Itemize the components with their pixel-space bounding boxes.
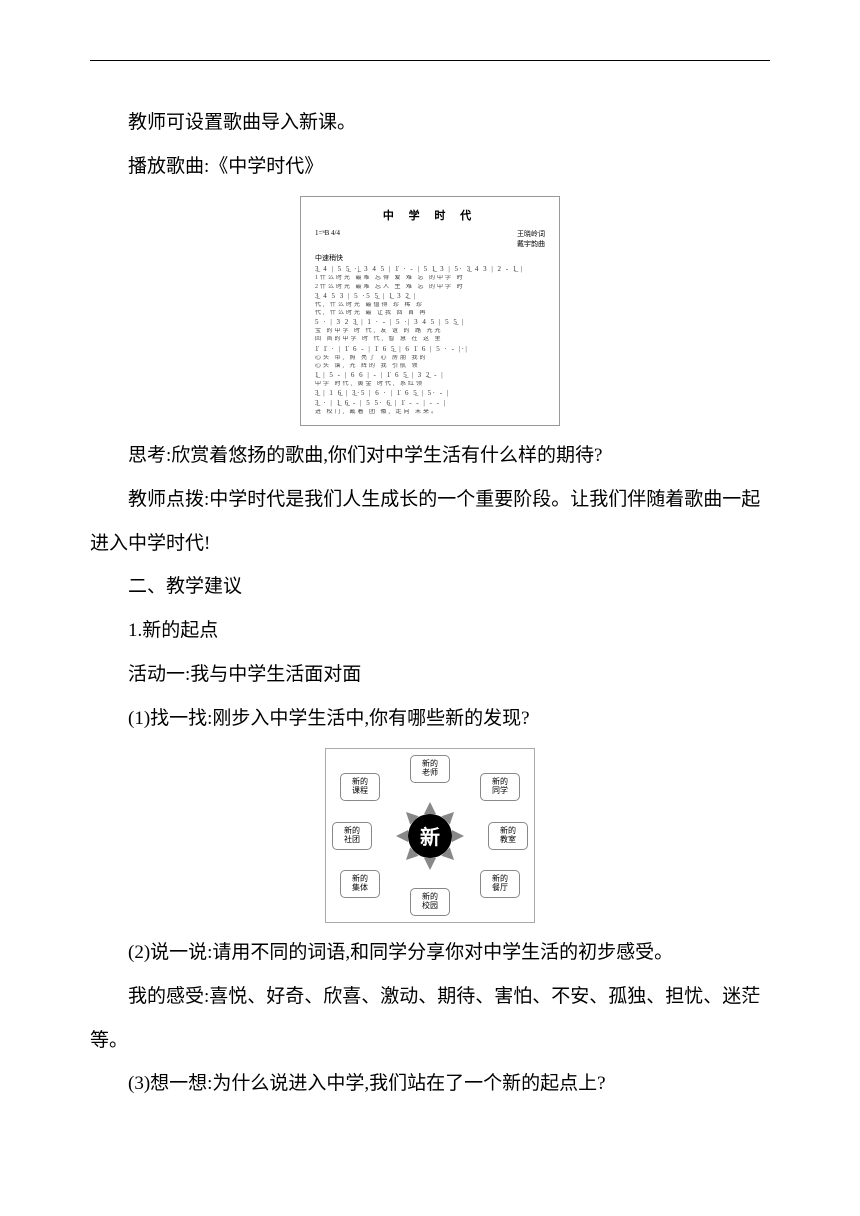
arrow-icon: [424, 802, 436, 814]
music-sheet-figure: 中 学 时 代 1=ᵇB 4/4 王晓岭词 戴宇韵曲 中速稍快 3̲ 4 | 5…: [90, 196, 770, 426]
music-lyric-line: 代, 什么时光 最 让我 回 首 再: [315, 310, 545, 316]
music-notation-line: 1̇ 1̇ · | 1̇ 6 - | 1̇ 6 5̲ | 6 1̇ 6 | 5 …: [315, 345, 545, 353]
top-divider: [90, 60, 770, 61]
diagram-petal-group: 新的集体: [340, 870, 380, 898]
music-lyric-line: 1什么时光 最难 忘得 爱 难 忘 的中学 时: [315, 275, 545, 281]
music-lyric-line: 宝 的中学 时 代, 友 谊 的 路 光光: [315, 328, 545, 334]
arrow-icon: [452, 830, 464, 842]
music-notation-line: 1̲ | 5 - | 6 6 | - | 1̇ 6 5̲ | 3 2̲ - |: [315, 371, 545, 379]
music-lyric-line: 代, 什么时光 最值得 珍 稀 珍: [315, 302, 545, 308]
music-notation-line: 3̲ 4 | 5 5̲ ·|̲ 3 4 5 | 1̇ · - | 5 1̲ 3 …: [315, 265, 545, 273]
music-title: 中 学 时 代: [315, 207, 545, 223]
diagram-petal-classmate: 新的同学: [480, 773, 520, 801]
music-lyric-line: 心头 谱, 光 辉的 我 引航 领: [315, 363, 545, 369]
diagram-petal-classroom: 新的教室: [488, 822, 528, 850]
music-lyricist: 王晓岭词: [517, 229, 545, 239]
music-key: 1=ᵇB 4/4: [315, 229, 340, 237]
diagram-figure: 新 新的老师 新的同学 新的教室 新的餐厅 新的校园 新的集体 新的社团 新的课…: [90, 748, 770, 923]
music-notation-line: 5 · | 3 2 3̲ | 1 · - | 5 ·| 3 4 5 | 5 5̲…: [315, 318, 545, 326]
activity-q2: (2)说一说:请用不同的词语,和同学分享你对中学生活的初步感受。: [90, 931, 770, 975]
diagram-petal-club: 新的社团: [332, 822, 372, 850]
activity-q3: (3)想一想:为什么说进入中学,我们站在了一个新的起点上?: [90, 1062, 770, 1106]
music-notation-line: 3̲ | 1 6̲ | 3̲·5 | 6 · | 1̇ 6 5̲ | 5· - …: [315, 389, 545, 397]
feelings-list: 我的感受:喜悦、好奇、欣喜、激动、期待、害怕、不安、孤独、担忧、迷茫等。: [90, 975, 770, 1062]
radial-diagram: 新 新的老师 新的同学 新的教室 新的餐厅 新的校园 新的集体 新的社团 新的课…: [325, 748, 535, 923]
music-notation-line: 3̲ · | 1̲ 6̲ - | 5 5· 6̲ | 1̇ - - | - - …: [315, 399, 545, 407]
music-lyric-line: 中学 时代, 黄金 时代, 系红领: [315, 381, 545, 387]
music-lyric-line: 进 校门, 戴着 团 徽, 走向 未来。: [315, 409, 545, 415]
music-lyric-line: 2什么时光 最难 忘人 生 难 忘 的中学 时: [315, 284, 545, 290]
music-lyric-line: 心头 带, 照 亮了 心 房朋 我的: [315, 355, 545, 361]
diagram-petal-canteen: 新的餐厅: [480, 870, 520, 898]
arrow-icon: [424, 858, 436, 870]
paragraph-intro-1: 教师可设置歌曲导入新课。: [90, 101, 770, 145]
activity-q1: (1)找一找:刚步入中学生活中,你有哪些新的发现?: [90, 697, 770, 741]
diagram-center-node: 新: [408, 814, 452, 858]
diagram-petal-course: 新的课程: [340, 773, 380, 801]
music-tempo: 中速稍快: [315, 253, 545, 263]
paragraph-reflection: 思考:欣赏着悠扬的歌曲,你们对中学生活有什么样的期待?: [90, 434, 770, 478]
music-sheet-box: 中 学 时 代 1=ᵇB 4/4 王晓岭词 戴宇韵曲 中速稍快 3̲ 4 | 5…: [300, 196, 560, 426]
paragraph-intro-2: 播放歌曲:《中学时代》: [90, 145, 770, 189]
arrow-icon: [396, 830, 408, 842]
paragraph-teacher-note: 教师点拨:中学时代是我们人生成长的一个重要阶段。让我们伴随着歌曲一起进入中学时代…: [90, 478, 770, 565]
music-notation-line: 3̲ 4 5 3 | 5 ·5 5̲ | 1̲ 3 2̲ |: [315, 292, 545, 300]
section-heading-2: 二、教学建议: [90, 565, 770, 609]
subsection-1: 1.新的起点: [90, 609, 770, 653]
diagram-petal-campus: 新的校园: [410, 888, 450, 916]
diagram-petal-teacher: 新的老师: [410, 755, 450, 783]
activity-title: 活动一:我与中学生活面对面: [90, 653, 770, 697]
music-meta: 1=ᵇB 4/4 王晓岭词 戴宇韵曲: [315, 229, 545, 249]
music-lyric-line: 回 首的中学 时 代, 智 慧 在 这 里: [315, 336, 545, 342]
music-composer: 戴宇韵曲: [517, 239, 545, 249]
